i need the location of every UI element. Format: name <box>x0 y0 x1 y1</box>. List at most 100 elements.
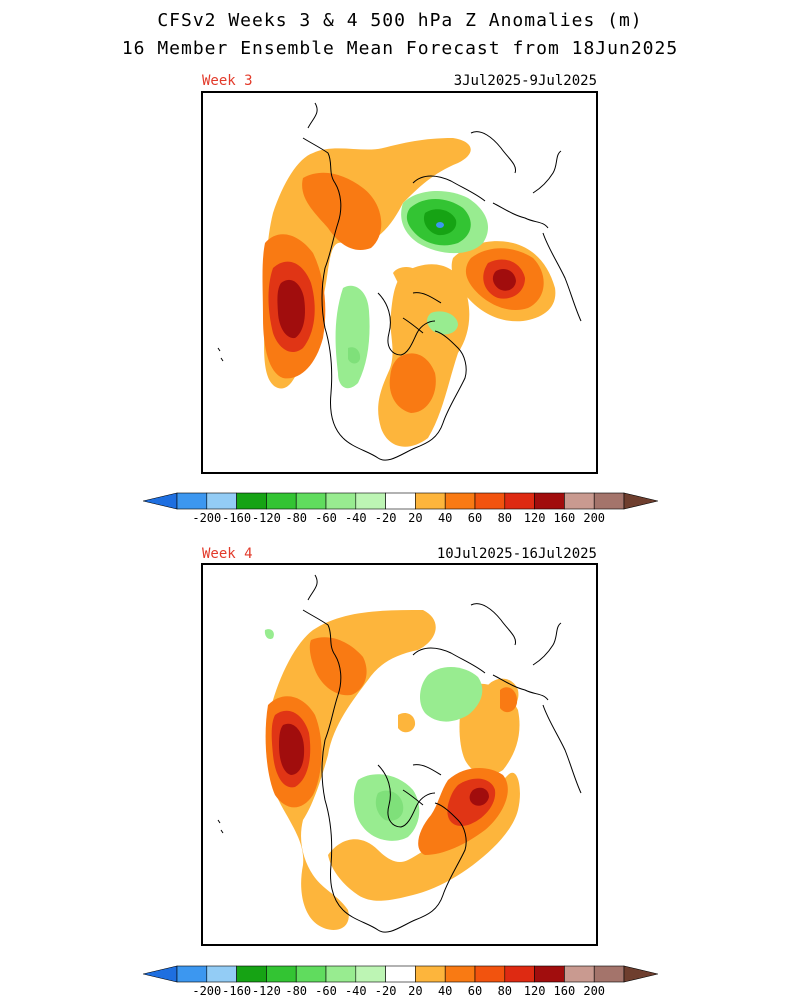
colorbar-box <box>444 965 476 983</box>
colorbar-week3 <box>142 492 659 510</box>
colorbar-week3-labels: -200 -160 -120 -80 -60 -40 -20 20 40 60 80 120 160 20… <box>143 511 658 527</box>
colorbar-tick-label: 120 <box>523 511 546 525</box>
panel-week3-label: Week 3 <box>202 73 253 89</box>
colorbar-box <box>415 492 446 510</box>
anom-pos2-bering <box>309 637 367 696</box>
coastlines <box>217 574 582 933</box>
panel-week4-dates: 10Jul2025-16Jul2025 <box>436 546 597 562</box>
colorbar-arrow-right <box>623 492 659 510</box>
anom-pos1-small <box>393 267 419 284</box>
colorbar-box <box>444 492 476 510</box>
colorbar-tick-label: -40 <box>344 511 367 525</box>
colorbar-box <box>593 492 625 510</box>
colorbar-tick-label: -60 <box>315 984 337 998</box>
colorbar-tick-label: 40 <box>437 984 453 998</box>
colorbar-tick-label: -120 <box>251 511 281 525</box>
anom-pos1-small <box>398 713 416 733</box>
anom-neg1-siberia <box>419 666 483 722</box>
anom-neg2-greenland <box>375 790 404 821</box>
anom-pos1-southring <box>328 772 520 901</box>
colorbar-week4-svg <box>142 965 659 983</box>
colorbar-box <box>266 965 297 983</box>
colorbar-tick-label: -120 <box>251 984 281 998</box>
colorbar-box <box>206 492 237 510</box>
colorbar-tick-label: 60 <box>467 984 483 998</box>
colorbar-tick-label: -60 <box>315 511 337 525</box>
panel-week4-label: Week 4 <box>202 546 253 562</box>
colorbar-box <box>176 965 208 983</box>
colorbar-box <box>474 492 506 510</box>
anom-neg1-dot <box>264 629 274 640</box>
colorbar-box <box>236 965 267 983</box>
colorbar-box <box>325 965 357 983</box>
anom-pos2-europe <box>500 687 518 713</box>
map-week3-svg <box>217 102 582 461</box>
title-line-1: CFSv2 Weeks 3 & 4 500 hPa Z Anomalies (m… <box>157 10 643 31</box>
colorbar-tick-label: -40 <box>344 984 367 998</box>
colorbar-tick-label: -80 <box>285 984 308 998</box>
colorbar-tick-label: -200 <box>192 984 222 998</box>
colorbar-box <box>534 965 565 983</box>
colorbar-box <box>295 965 327 983</box>
colorbar-tick-label: 120 <box>523 984 546 998</box>
anom-neg1-america <box>335 285 370 389</box>
colorbar-box <box>415 965 446 983</box>
colorbar-box <box>295 492 327 510</box>
anom-pos1-atlantic <box>378 264 470 447</box>
anom-pos2-bering <box>302 172 382 251</box>
map-week4-svg <box>217 574 582 933</box>
colorbar-box <box>206 965 237 983</box>
colorbar-box <box>355 492 386 510</box>
map-week3 <box>201 91 598 474</box>
colorbar-box <box>504 965 535 983</box>
colorbar-tick-label: 160 <box>553 984 576 998</box>
colorbar-tick-label: 60 <box>467 511 483 525</box>
anom-pos4-eurasia <box>492 269 516 291</box>
colorbar-box <box>534 492 565 510</box>
colorbar-arrow-left <box>142 965 178 983</box>
colorbar-tick-label: -160 <box>222 984 252 998</box>
colorbar-box <box>504 492 535 510</box>
colorbar-box <box>385 965 416 983</box>
colorbar-tick-label: 200 <box>583 984 606 998</box>
colorbar-tick-label: -20 <box>374 511 397 525</box>
colorbar-box <box>564 965 595 983</box>
anom-neg5-arctic <box>436 222 444 228</box>
colorbar-box <box>355 965 386 983</box>
colorbar-box <box>266 492 297 510</box>
anom-pos2-atlantic <box>389 353 436 413</box>
coastlines <box>217 102 582 461</box>
anom-pos4-pacific <box>277 279 305 339</box>
colorbar-tick-label: 20 <box>408 984 423 998</box>
colorbar-tick-label: 20 <box>408 511 423 525</box>
anom-neg2-america <box>348 347 361 364</box>
colorbar-box <box>593 965 625 983</box>
colorbar-tick-label: -80 <box>285 511 308 525</box>
anom-pos1-ring <box>266 610 436 930</box>
title-line-2: 16 Member Ensemble Mean Forecast from 18… <box>121 38 679 59</box>
colorbar-tick-label: -20 <box>374 984 397 998</box>
colorbar-box <box>236 492 267 510</box>
colorbar-week4 <box>142 965 659 983</box>
colorbar-tick-label: 80 <box>497 511 513 525</box>
colorbar-week3-svg <box>142 492 659 510</box>
colorbar-tick-label: 40 <box>437 511 453 525</box>
colorbar-week4-labels: -200 -160 -120 -80 -60 -40 -20 20 40 60 80 120 160 20… <box>143 984 658 1000</box>
colorbar-tick-label: 80 <box>497 984 513 998</box>
colorbar-box <box>176 492 208 510</box>
colorbar-box <box>474 965 506 983</box>
colorbar-arrow-left <box>142 492 178 510</box>
colorbar-tick-label: -200 <box>192 511 222 525</box>
anom-neg1-europe <box>427 311 458 335</box>
colorbar-tick-label: -160 <box>222 511 252 525</box>
panel-week3-dates: 3Jul2025-9Jul2025 <box>453 73 597 89</box>
colorbar-box <box>325 492 357 510</box>
colorbar-tick-label: 160 <box>553 511 576 525</box>
colorbar-arrow-right <box>623 965 659 983</box>
anom-pos4-atlantic <box>469 787 489 806</box>
colorbar-box <box>385 492 416 510</box>
colorbar-box <box>564 492 595 510</box>
colorbar-tick-label: 200 <box>583 511 606 525</box>
anom-pos4-pacific <box>279 723 305 775</box>
map-week4 <box>201 563 598 946</box>
